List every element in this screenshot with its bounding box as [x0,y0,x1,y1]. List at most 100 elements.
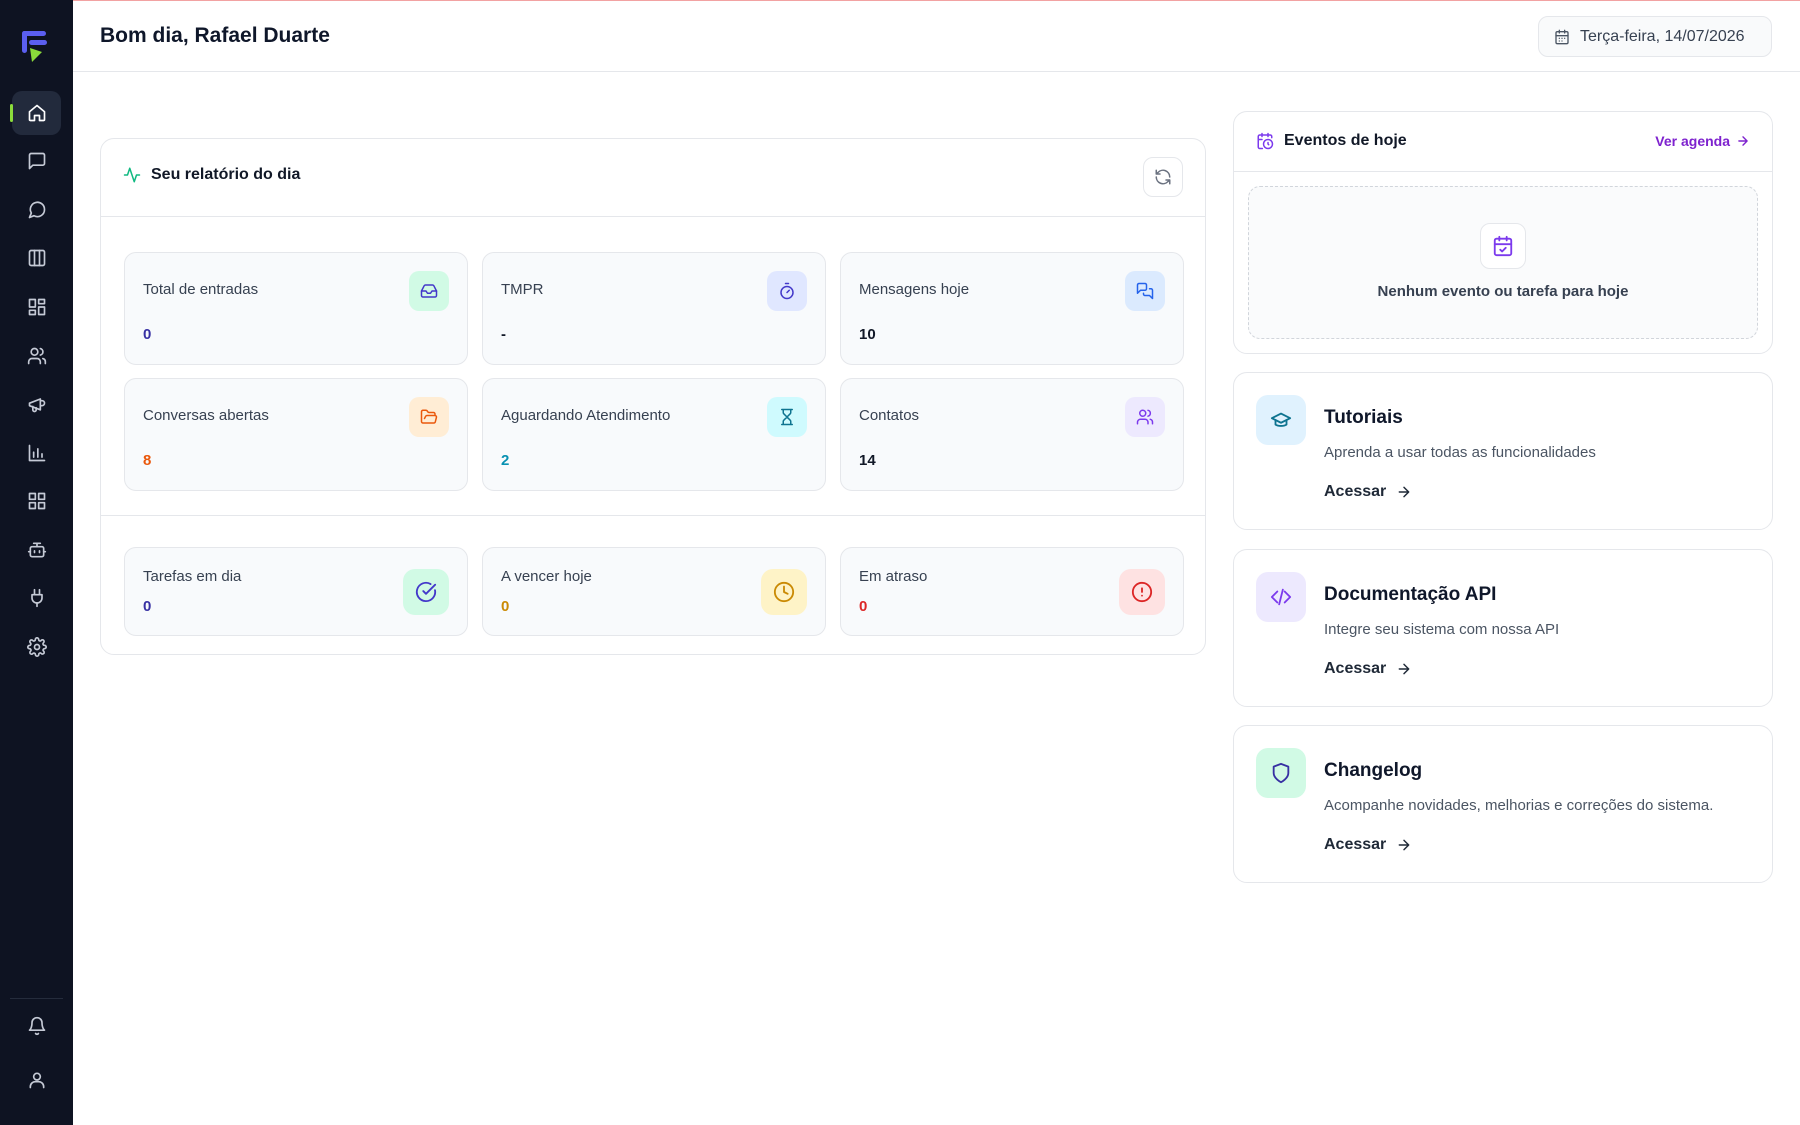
task-em-atraso[interactable]: Em atraso 0 [840,547,1184,636]
refresh-icon [1155,169,1171,185]
app-logo-icon[interactable] [20,28,54,64]
task-value: 0 [859,598,868,615]
arrow-right-icon [1398,663,1410,675]
top-accent-line [73,0,1800,1]
task-value: 0 [143,598,152,615]
task-label: A vencer hoje [501,568,592,585]
sidebar-item-apps[interactable] [12,479,61,523]
report-divider [101,515,1205,516]
metric-total-entradas[interactable]: Total de entradas 0 [124,252,468,365]
task-icon-box [761,569,807,615]
task-em-dia[interactable]: Tarefas em dia 0 [124,547,468,636]
sidebar-item-settings[interactable] [12,625,61,669]
card-title: Tutoriais [1324,407,1403,428]
arrow-right-icon [1738,136,1748,146]
card-description: Aprenda a usar todas as funcionalidades [1324,444,1596,461]
sidebar-item-reports[interactable] [12,431,61,475]
columns-icon [28,249,45,267]
documentacao-api-card: Documentação API Integre seu sistema com… [1233,549,1773,707]
metric-aguardando-atendimento[interactable]: Aguardando Atendimento 2 [482,378,826,491]
bell-icon [28,1016,45,1036]
date-pill[interactable]: Terça-feira, 14/07/2026 [1538,16,1772,57]
sidebar-item-chat[interactable] [12,188,61,232]
top-header: Bom dia, Rafael Duarte Terça-feira, 14/0… [73,1,1800,72]
report-title: Seu relatório do dia [123,166,300,184]
metric-icon-box [767,271,807,311]
message-square-icon [28,152,45,170]
hourglass-icon [781,408,793,426]
refresh-button[interactable] [1143,157,1183,197]
metric-label: Conversas abertas [143,407,269,424]
code-icon [1270,588,1292,606]
sidebar-item-integrations[interactable] [12,576,61,620]
sidebar-item-home[interactable] [10,91,61,135]
home-icon [28,104,45,122]
cta-label: Acessar [1324,483,1387,500]
sidebar-item-contacts[interactable] [12,334,61,378]
alert-circle-icon [1131,581,1153,603]
inbox-icon [420,284,438,298]
arrow-right-icon [1398,839,1410,851]
metric-contatos[interactable]: Contatos 14 [840,378,1184,491]
bot-icon [27,542,46,558]
megaphone-icon [28,398,45,413]
gear-icon [26,637,47,657]
task-icon-box [403,569,449,615]
daily-report-card: Seu relatório do dia Total de entradas 0… [100,138,1206,655]
empty-icon-box [1480,223,1526,269]
metric-label: Aguardando Atendimento [501,407,671,424]
documentacao-access-button[interactable]: Acessar [1324,660,1412,678]
ver-agenda-label: Ver agenda [1655,133,1730,149]
metric-icon-box [1125,397,1165,437]
check-circle-icon [415,581,437,602]
metric-icon-box [409,397,449,437]
tutoriais-access-button[interactable]: Acessar [1324,483,1412,501]
sidebar-item-profile[interactable] [12,1058,61,1102]
task-label: Tarefas em dia [143,568,242,585]
bar-chart-icon [28,444,45,462]
sidebar-item-kanban[interactable] [12,236,61,280]
greeting-title: Bom dia, Rafael Duarte [100,24,330,47]
changelog-access-button[interactable]: Acessar [1324,836,1412,854]
metric-value: - [501,326,506,343]
activity-icon [123,167,141,183]
user-icon [29,1072,45,1089]
layout-grid-icon [28,298,45,316]
task-label: Em atraso [859,568,928,585]
metric-tmpr[interactable]: TMPR - [482,252,826,365]
graduation-cap-icon [1270,412,1292,427]
sidebar-item-notifications[interactable] [12,1004,61,1048]
events-title-text: Eventos de hoje [1284,132,1407,149]
sidebar-item-dashboard[interactable] [12,285,61,329]
arrow-right-icon [1398,486,1410,498]
card-description: Acompanhe novidades, melhorias e correçõ… [1324,797,1714,814]
events-header: Eventos de hoje Ver agenda [1234,112,1772,172]
ver-agenda-link[interactable]: Ver agenda [1655,133,1750,149]
calendar-clock-icon [1257,132,1274,150]
tutoriais-card: Tutoriais Aprenda a usar todas as funcio… [1233,372,1773,530]
metric-label: Contatos [859,407,920,424]
card-description: Integre seu sistema com nossa API [1324,621,1560,638]
folder-open-icon [420,409,438,424]
calendar-icon [1555,29,1569,44]
card-icon-box [1256,395,1306,445]
timer-icon [780,282,794,300]
card-icon-box [1256,748,1306,798]
report-title-text: Seu relatório do dia [151,166,301,183]
report-header: Seu relatório do dia [101,139,1205,217]
clock-icon [773,581,795,603]
card-title: Documentação API [1324,584,1497,605]
metric-value: 10 [859,326,876,343]
task-a-vencer-hoje[interactable]: A vencer hoje 0 [482,547,826,636]
sidebar-item-messages[interactable] [12,139,61,183]
metric-label: Total de entradas [143,281,259,298]
sidebar-item-campaigns[interactable] [12,382,61,426]
sidebar [0,0,73,1125]
sidebar-item-bots[interactable] [12,528,61,572]
metric-icon-box [1125,271,1165,311]
metric-icon-box [767,397,807,437]
users-icon [27,347,46,365]
metric-mensagens-hoje[interactable]: Mensagens hoje 10 [840,252,1184,365]
metric-conversas-abertas[interactable]: Conversas abertas 8 [124,378,468,491]
metric-value: 0 [143,326,152,343]
